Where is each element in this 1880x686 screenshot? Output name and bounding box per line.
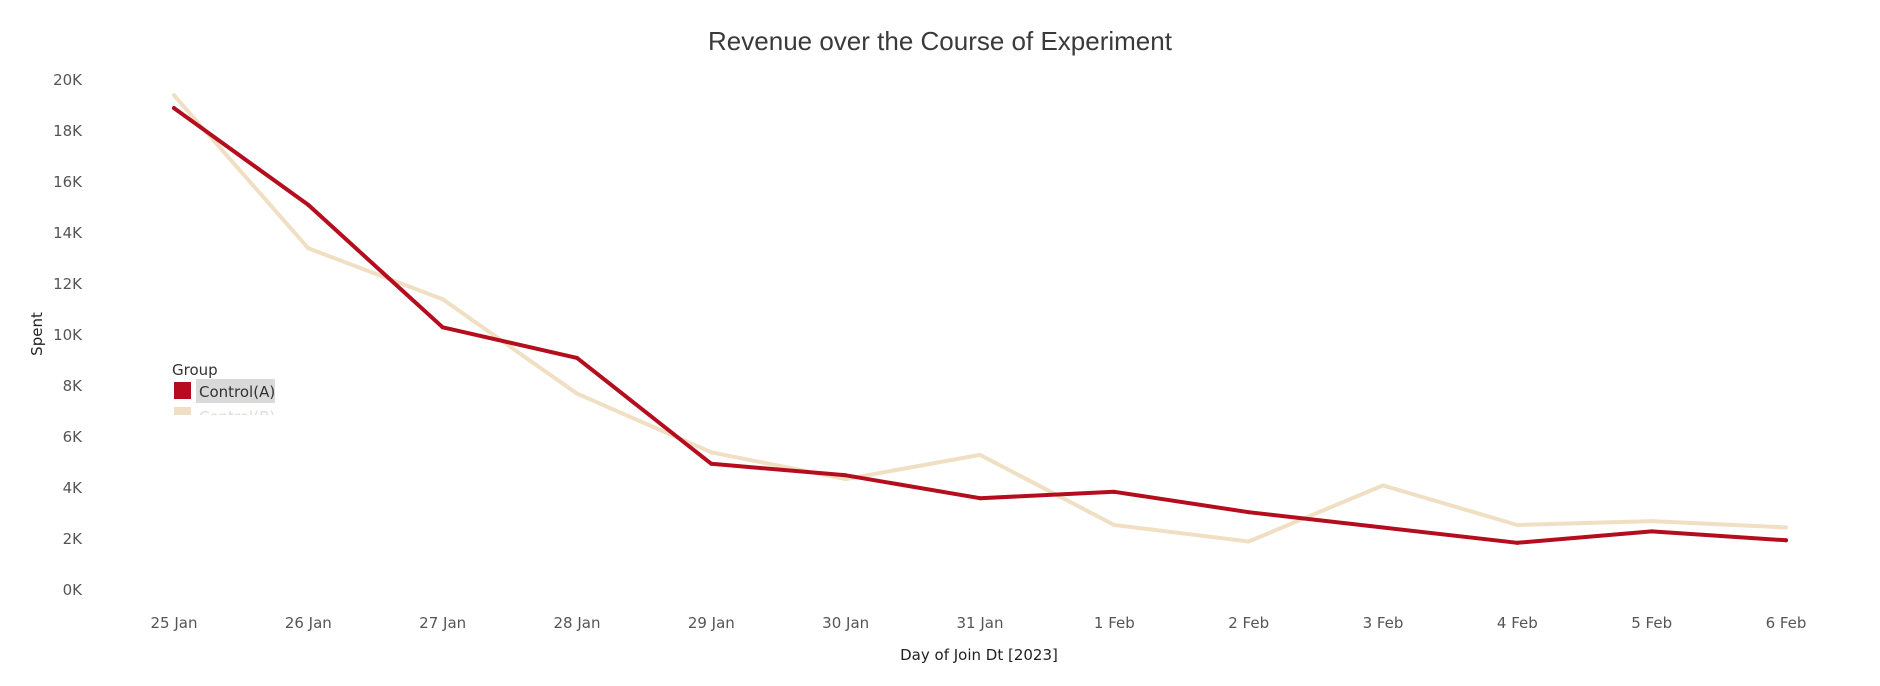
y-tick-label: 6K bbox=[63, 428, 84, 446]
x-tick-label: 27 Jan bbox=[419, 614, 466, 632]
x-tick-label: 3 Feb bbox=[1363, 614, 1404, 632]
legend-swatch-control-a bbox=[174, 382, 191, 399]
data-point[interactable] bbox=[1246, 539, 1251, 544]
data-point[interactable] bbox=[1515, 522, 1520, 527]
data-point[interactable] bbox=[978, 452, 982, 457]
x-axis: 25 Jan 26 Jan 27 Jan 28 Jan 29 Jan 30 Jan 31 J… bbox=[151, 614, 1807, 632]
data-point[interactable] bbox=[1784, 525, 1788, 530]
data-point[interactable] bbox=[1381, 525, 1385, 530]
data-point[interactable] bbox=[1381, 483, 1385, 488]
y-tick-label: 10K bbox=[53, 326, 83, 344]
legend-item-highlight bbox=[196, 379, 275, 403]
x-tick-label: 4 Feb bbox=[1497, 614, 1538, 632]
x-tick-label: 30 Jan bbox=[822, 614, 869, 632]
data-point[interactable] bbox=[1112, 522, 1117, 527]
data-point[interactable] bbox=[1515, 540, 1520, 545]
data-point[interactable] bbox=[306, 202, 311, 207]
data-point[interactable] bbox=[1649, 529, 1654, 534]
data-point[interactable] bbox=[843, 477, 848, 482]
data-point[interactable] bbox=[306, 246, 311, 251]
data-point[interactable] bbox=[575, 355, 579, 360]
legend-title: Group bbox=[172, 361, 218, 379]
legend-item-control-b[interactable]: Control(B) bbox=[174, 407, 275, 426]
data-point[interactable] bbox=[843, 473, 848, 478]
data-point[interactable] bbox=[709, 450, 714, 455]
y-tick-label: 0K bbox=[63, 581, 84, 599]
data-point[interactable] bbox=[978, 496, 982, 501]
y-tick-label: 20K bbox=[53, 71, 83, 89]
x-tick-label: 25 Jan bbox=[151, 614, 198, 632]
data-point[interactable] bbox=[1649, 519, 1654, 524]
y-axis-label: Spent bbox=[28, 312, 46, 356]
y-tick-label: 16K bbox=[53, 173, 83, 191]
x-tick-label: 5 Feb bbox=[1631, 614, 1672, 632]
series-line-control-a[interactable] bbox=[172, 106, 1788, 545]
legend-label-control-b: Control(B) bbox=[199, 408, 275, 426]
series-layer bbox=[172, 93, 1788, 545]
data-point[interactable] bbox=[1112, 489, 1117, 494]
y-tick-label: 12K bbox=[53, 275, 83, 293]
data-point[interactable] bbox=[1246, 510, 1251, 515]
legend-item-control-a[interactable]: Control(A) bbox=[174, 379, 275, 403]
x-tick-label: 29 Jan bbox=[688, 614, 735, 632]
data-point[interactable] bbox=[709, 461, 714, 466]
x-tick-label: 2 Feb bbox=[1228, 614, 1269, 632]
legend-swatch-control-b bbox=[174, 407, 191, 415]
data-point[interactable] bbox=[440, 325, 445, 330]
y-axis: 0K 2K 4K 6K 8K 10K 12K 14K 16K 18K 20K bbox=[53, 71, 83, 599]
x-axis-label: Day of Join Dt [2023] bbox=[900, 646, 1058, 664]
series-line-control-b[interactable] bbox=[172, 93, 1788, 544]
data-point[interactable] bbox=[1784, 538, 1788, 543]
x-tick-label: 26 Jan bbox=[285, 614, 332, 632]
x-tick-label: 31 Jan bbox=[957, 614, 1004, 632]
x-tick-label: 28 Jan bbox=[554, 614, 601, 632]
x-tick-label: 6 Feb bbox=[1766, 614, 1807, 632]
data-point[interactable] bbox=[575, 391, 579, 396]
data-point[interactable] bbox=[172, 93, 176, 98]
y-tick-label: 14K bbox=[53, 224, 83, 242]
y-tick-label: 8K bbox=[63, 377, 84, 395]
data-point[interactable] bbox=[440, 297, 445, 302]
chart-title: Revenue over the Course of Experiment bbox=[708, 26, 1173, 56]
y-tick-label: 4K bbox=[63, 479, 84, 497]
y-tick-label: 2K bbox=[63, 530, 84, 548]
legend[interactable]: Group Control(A) Control(B) bbox=[172, 361, 275, 426]
y-tick-label: 18K bbox=[53, 122, 83, 140]
data-point[interactable] bbox=[172, 106, 176, 111]
legend-label-control-a: Control(A) bbox=[199, 383, 275, 401]
x-tick-label: 1 Feb bbox=[1094, 614, 1135, 632]
